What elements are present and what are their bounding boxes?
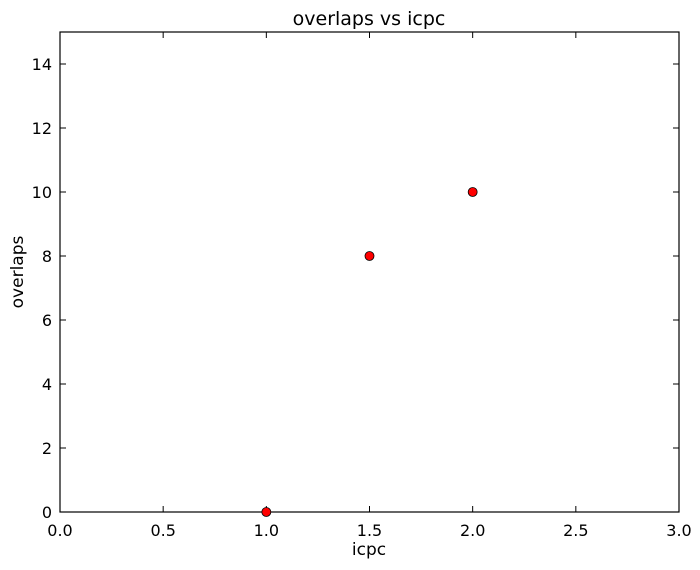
y-axis-label: overlaps [8, 236, 28, 309]
data-point [261, 507, 272, 517]
data-points [261, 187, 478, 517]
x-tick-label: 0.5 [150, 521, 175, 540]
y-tick-label: 12 [32, 119, 52, 138]
x-tick-label: 3.0 [666, 521, 691, 540]
y-tick-label: 8 [42, 247, 52, 266]
x-tick-label: 0.0 [47, 521, 72, 540]
y-tick-label: 14 [32, 55, 52, 74]
data-point [364, 251, 375, 261]
y-tick-label: 6 [42, 311, 52, 330]
x-tick-label: 2.5 [563, 521, 588, 540]
plot-area-frame [59, 31, 680, 513]
x-tick-label: 2.0 [460, 521, 485, 540]
data-point [467, 187, 478, 197]
y-tick-label: 2 [42, 439, 52, 458]
x-tick-label: 1.5 [357, 521, 382, 540]
x-tick-label: 1.0 [254, 521, 279, 540]
y-axis: 0 2 4 6 8 10 12 14 [32, 55, 679, 522]
x-axis: 0.0 0.5 1.0 1.5 2.0 2.5 3.0 [47, 32, 692, 540]
x-axis-label: icpc [352, 540, 386, 560]
chart-title: overlaps vs icpc [293, 8, 446, 30]
y-tick-label: 0 [42, 503, 52, 522]
y-tick-label: 10 [32, 183, 52, 202]
y-tick-label: 4 [42, 375, 52, 394]
